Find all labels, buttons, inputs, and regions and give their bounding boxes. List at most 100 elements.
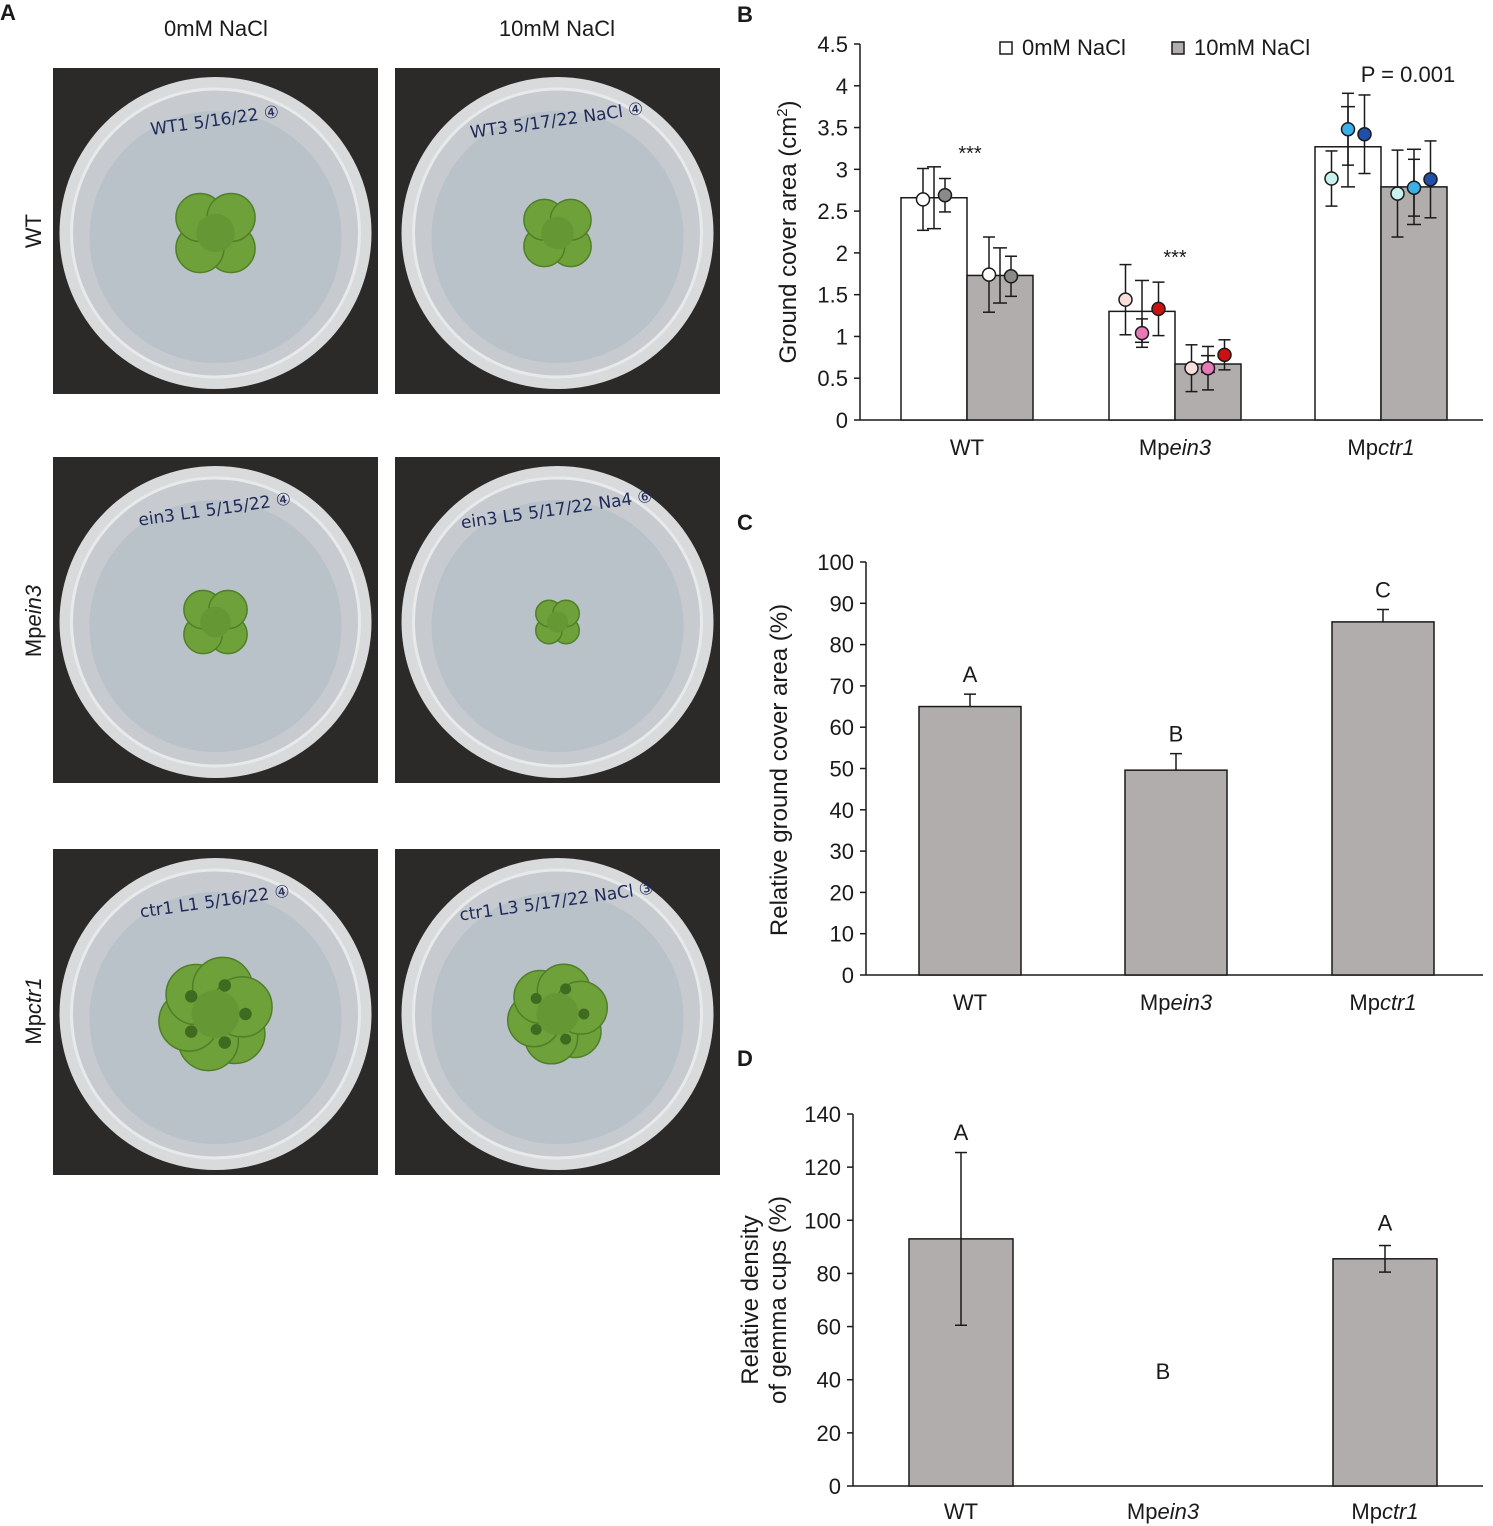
chart-b-annotation: *** [958, 143, 982, 165]
plate-illustration: ein3 L5 5/17/22 Na4 ⑥ [395, 457, 720, 783]
gemma-cup [218, 979, 232, 992]
gemma-cup [239, 1007, 252, 1021]
chart-d-x-label: Mpein3 [1127, 1499, 1200, 1524]
thallus-center [546, 611, 569, 633]
chart-b-replicate-point [1151, 301, 1166, 317]
thallus-center [536, 992, 579, 1036]
chart-b-y-tick-label: 3 [836, 157, 848, 182]
chart-c-x-label: Mpctr1 [1349, 990, 1416, 1015]
chart-b-replicate-point [1184, 360, 1199, 376]
plate-photo-ctr1-0mm: ctr1 L1 5/16/22 ④ [53, 849, 378, 1175]
chart-b-legend-swatch-0mm [999, 41, 1013, 55]
chart-c-bar [1124, 769, 1228, 976]
chart-d-bar [1332, 1258, 1438, 1487]
chart-d-y-tick-label: 20 [817, 1421, 841, 1446]
panel-c-letter: C [737, 510, 753, 535]
chart-b-replicate-point [981, 267, 997, 282]
plate-photo-wt-10mm: WT3 5/17/22 NaCl ④ [395, 68, 720, 394]
thallus-center [196, 213, 235, 253]
plate-illustration: ctr1 L1 5/16/22 ④ [53, 849, 378, 1175]
chart-c-y-tick-label: 80 [830, 633, 854, 658]
chart-b-replicate-point [1406, 180, 1422, 195]
gemma-cup [530, 992, 542, 1004]
chart-d-y-tick-label: 40 [817, 1368, 841, 1393]
chart-b-replicate-point [1423, 172, 1438, 187]
chart-b-replicate-point [1134, 325, 1150, 341]
chart-c-y-tick-label: 60 [830, 715, 854, 740]
chart-b-annotation: *** [1163, 247, 1187, 269]
chart-b-y-tick-label: 0 [836, 408, 848, 433]
chart-b-y-tick-label: 1.5 [817, 283, 848, 308]
chart-b-replicate-point [915, 192, 931, 207]
chart-b-legend-label-0mm: 0mM NaCl [1022, 35, 1126, 60]
chart-b-replicate-point [1357, 126, 1372, 142]
chart-b-y-tick-label: 2 [836, 241, 848, 266]
chart-b-replicate-point [1118, 292, 1133, 307]
plate-photo-ein3-0mm: ein3 L1 5/15/22 ④ [53, 457, 378, 783]
thallus-wt [523, 198, 592, 268]
gemma-cup [578, 1008, 590, 1020]
chart-b-bar-10mm [1380, 186, 1448, 421]
chart-b-x-label: WT [950, 435, 984, 460]
plate-illustration: WT1 5/16/22 ④ [53, 68, 378, 394]
thallus-ctr1 [506, 963, 609, 1065]
chart-c-y-tick-label: 90 [830, 591, 854, 616]
thallus-wt [175, 192, 256, 274]
column-header-10mm: 10mM NaCl [498, 16, 616, 41]
panel-b-letter: B [737, 2, 753, 27]
thallus-ein3 [183, 589, 248, 655]
chart-b-replicate-point [1217, 347, 1232, 363]
chart-c-bar [1331, 621, 1435, 976]
chart-b-y-tick-label: 3.5 [817, 116, 848, 141]
chart-c-y-label: Relative ground cover area (%) [766, 604, 793, 936]
plate-illustration: ein3 L1 5/15/22 ④ [53, 457, 378, 783]
gemma-cup [184, 990, 198, 1003]
chart-c-y-tick-label: 30 [830, 839, 854, 864]
chart-d-y-tick-label: 60 [817, 1315, 841, 1340]
gemma-cup [560, 983, 572, 995]
chart-b-legend-label-10mm: 10mM NaCl [1194, 35, 1310, 60]
chart-c-y-tick-label: 10 [830, 922, 854, 947]
plate-photo-wt-0mm: WT1 5/16/22 ④ [53, 68, 378, 394]
chart-b-y-tick-label: 4 [836, 74, 848, 99]
chart-c-y-tick-label: 100 [817, 550, 854, 575]
gemma-cup [560, 1033, 572, 1045]
chart-d-significance-letter: A [1378, 1211, 1393, 1236]
plate-photo-ein3-10mm: ein3 L5 5/17/22 Na4 ⑥ [395, 457, 720, 783]
chart-c-y-tick-label: 40 [830, 798, 854, 823]
chart-d-x-label: WT [944, 1499, 978, 1524]
chart-b-replicate-point [1200, 360, 1216, 376]
chart-b-y-tick-label: 1 [836, 324, 848, 349]
chart-c-significance-letter: B [1169, 722, 1184, 747]
chart-c-x-label: WT [953, 990, 987, 1015]
chart-c-y-tick-label: 70 [830, 674, 854, 699]
chart-b-y-tick-label: 4.5 [817, 32, 848, 57]
chart-b-replicate-point [937, 187, 953, 203]
plate-illustration: ctr1 L3 5/17/22 NaCl ③ [395, 849, 720, 1175]
chart-b-replicate-point [1340, 121, 1356, 137]
plate-photo-ctr1-10mm: ctr1 L3 5/17/22 NaCl ③ [395, 849, 720, 1175]
thallus-center [541, 216, 574, 250]
chart-c-x-label: Mpein3 [1140, 990, 1213, 1015]
chart-d-x-label: Mpctr1 [1351, 1499, 1418, 1524]
chart-d-y-tick-label: 140 [804, 1102, 841, 1127]
gemma-cup [530, 1024, 542, 1036]
chart-b-y-tick-label: 2.5 [817, 199, 848, 224]
chart-c-y-tick-label: 50 [830, 757, 854, 782]
plate-illustration: WT3 5/17/22 NaCl ④ [395, 68, 720, 394]
chart-d-y-tick-label: 0 [829, 1474, 841, 1499]
chart-b-replicate-point [1003, 269, 1019, 284]
chart-d-y-tick-label: 80 [817, 1261, 841, 1286]
chart-c-significance-letter: C [1375, 577, 1391, 602]
thallus-ctr1 [158, 956, 273, 1072]
chart-c-y-tick-label: 0 [842, 963, 854, 988]
chart-b-y-label: Ground cover area (cm2) [774, 100, 802, 363]
panel-a-letter: A [0, 0, 16, 25]
chart-d-y-label-line: Relative density [737, 1215, 764, 1384]
gemma-cup [184, 1025, 198, 1038]
thallus-ein3 [534, 599, 581, 645]
chart-d-significance-letter: A [954, 1120, 969, 1145]
thallus-center [200, 606, 231, 638]
chart-d-significance-letter: B [1156, 1359, 1171, 1384]
